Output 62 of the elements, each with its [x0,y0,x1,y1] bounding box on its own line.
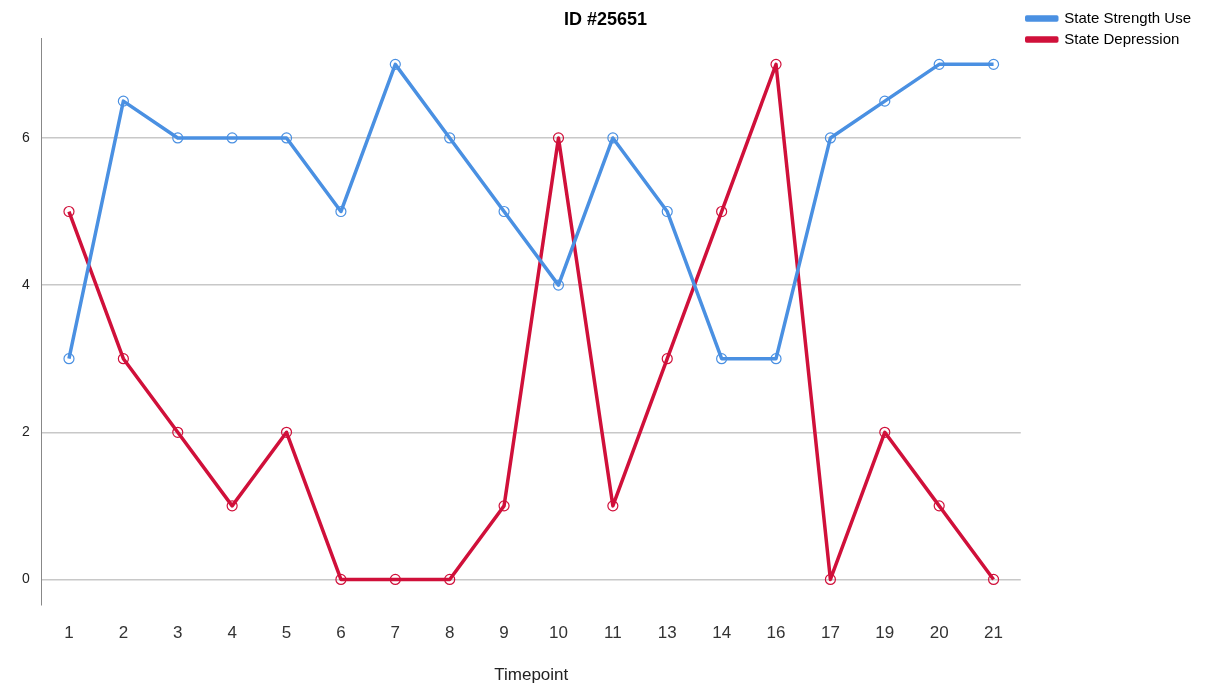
point [770,353,782,365]
x-tick-label: 21 [984,623,1004,643]
point [335,573,347,586]
x-tick-label: 7 [390,623,401,643]
y-tick-label: 6 [21,128,30,145]
point [552,279,565,291]
x-tick-label: 10 [549,623,568,643]
y-tick-label: 2 [21,423,30,440]
point [716,353,728,365]
legend-label: State Strength Use [1064,8,1192,26]
point [117,353,129,365]
point [226,132,238,144]
point [389,573,401,586]
point [498,500,510,512]
x-tick-label: 13 [657,623,677,643]
point [226,500,238,512]
point [172,426,184,438]
y-tick-label: 0 [21,570,30,587]
point [824,132,837,144]
point [444,573,456,586]
point [389,58,401,70]
point [63,353,75,365]
point [661,205,673,218]
point [933,500,945,512]
x-axis-title: Timepoint [494,665,569,685]
x-tick-label: 17 [820,623,840,643]
legend-label: State Depression [1064,29,1180,47]
x-tick-label: 14 [712,623,732,643]
x-tick-label: 20 [929,623,949,643]
point [770,58,782,70]
point [987,58,1000,70]
point [879,426,891,438]
point [607,500,619,512]
point [280,426,293,438]
x-tick-label: 19 [875,623,895,643]
x-tick-label: 3 [173,623,183,643]
point [63,205,75,218]
point [933,58,945,70]
x-tick-label: 5 [281,623,292,643]
point [335,205,347,218]
point [716,205,728,218]
point [661,353,673,365]
x-tick-label: 8 [444,623,455,643]
point [172,132,184,144]
point [824,573,837,586]
x-tick-label: 16 [766,623,786,643]
point [280,132,293,144]
point [117,95,129,107]
chart-title: ID #25651 [563,8,648,29]
y-tick-label: 4 [21,275,30,292]
point [444,132,456,144]
point [879,95,891,107]
point [552,132,565,144]
point [607,132,619,144]
x-tick-label: 9 [499,623,509,643]
x-tick-label: 2 [118,623,129,643]
x-tick-label: 11 [604,623,622,643]
point [987,573,1000,586]
point [498,205,510,218]
x-tick-label: 4 [227,623,237,643]
x-tick-label: 6 [336,623,346,643]
x-tick-label: 1 [64,623,74,643]
